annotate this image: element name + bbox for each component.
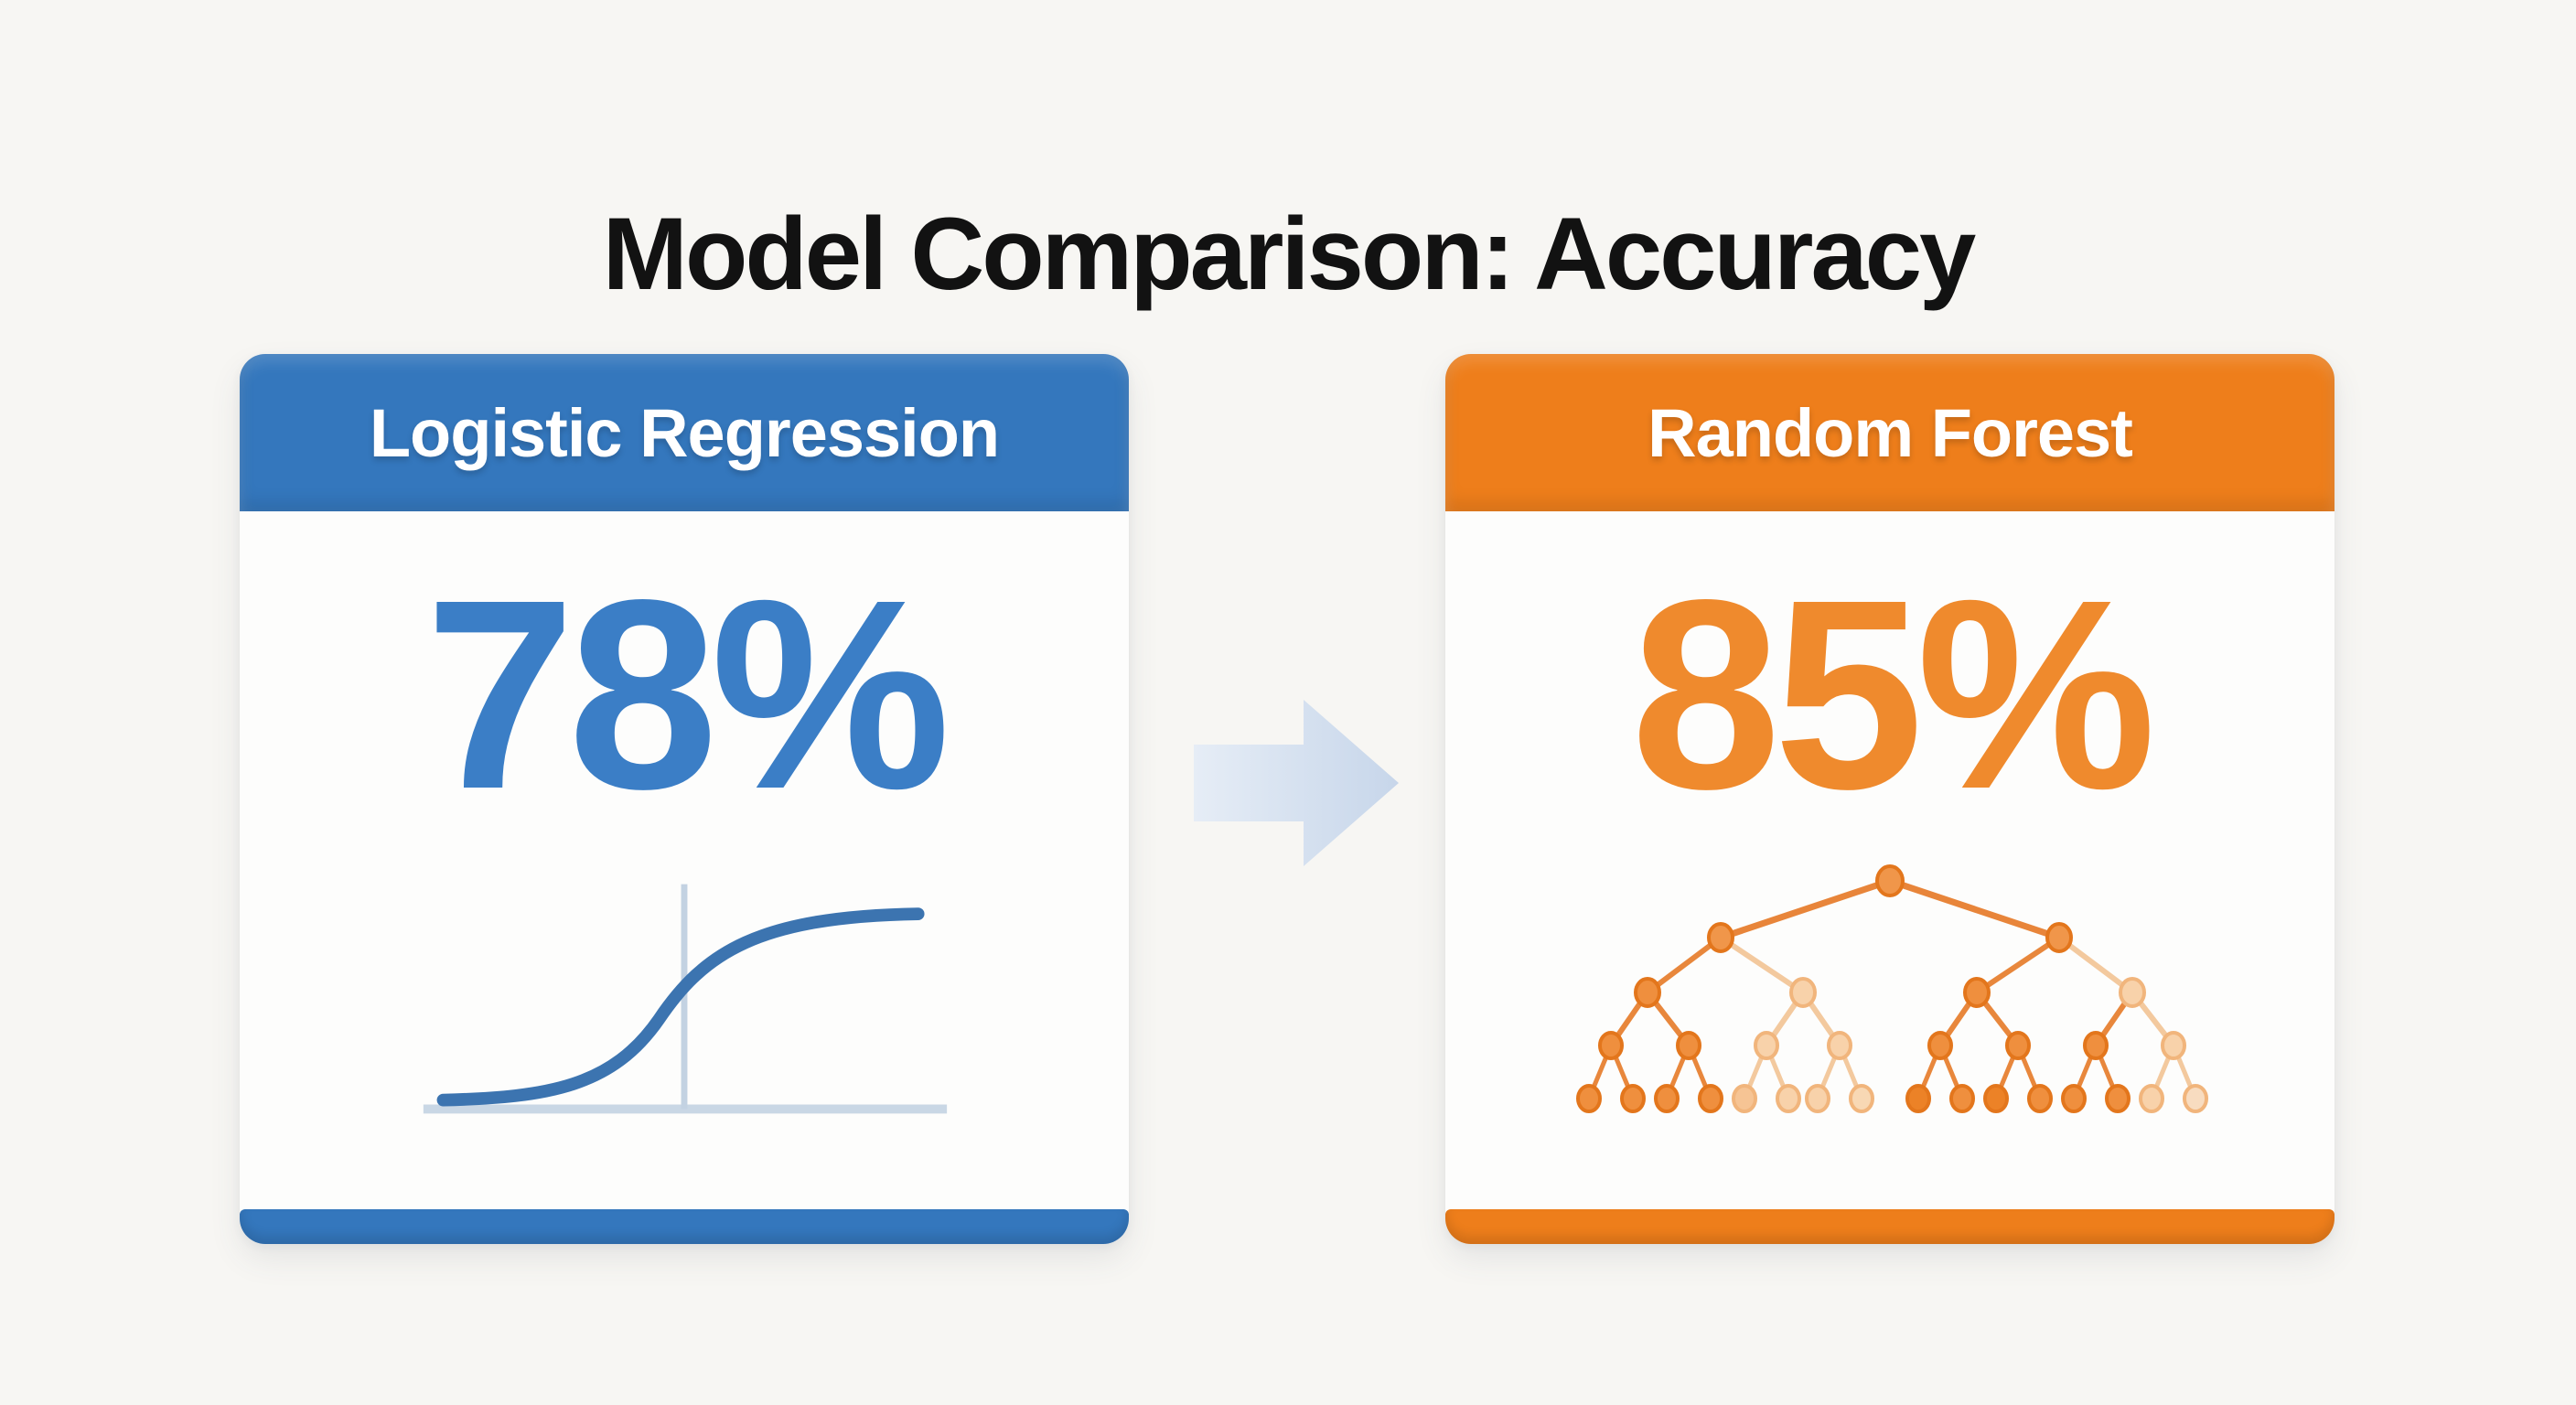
- card-accent-bar: [240, 1209, 1129, 1244]
- card-body: 85%: [1445, 511, 2334, 1244]
- page-title: Model Comparison: Accuracy: [602, 197, 1977, 312]
- model-card-logistic-regression: Logistic Regression 78%: [240, 354, 1129, 1244]
- model-name-label: Logistic Regression: [369, 394, 1000, 471]
- card-body: 78%: [240, 511, 1129, 1244]
- accuracy-value: 85%: [1630, 543, 2156, 845]
- random-forest-tree-illustration: [1576, 864, 2208, 1114]
- right-arrow-icon: [1194, 700, 1399, 866]
- card-header: Logistic Regression: [240, 354, 1129, 511]
- model-card-random-forest: Random Forest 85%: [1445, 354, 2334, 1244]
- card-accent-bar: [1445, 1209, 2334, 1244]
- accuracy-value: 78%: [424, 543, 950, 845]
- model-name-label: Random Forest: [1648, 394, 2133, 471]
- card-header: Random Forest: [1445, 354, 2334, 511]
- sigmoid-curve-illustration: [423, 884, 948, 1114]
